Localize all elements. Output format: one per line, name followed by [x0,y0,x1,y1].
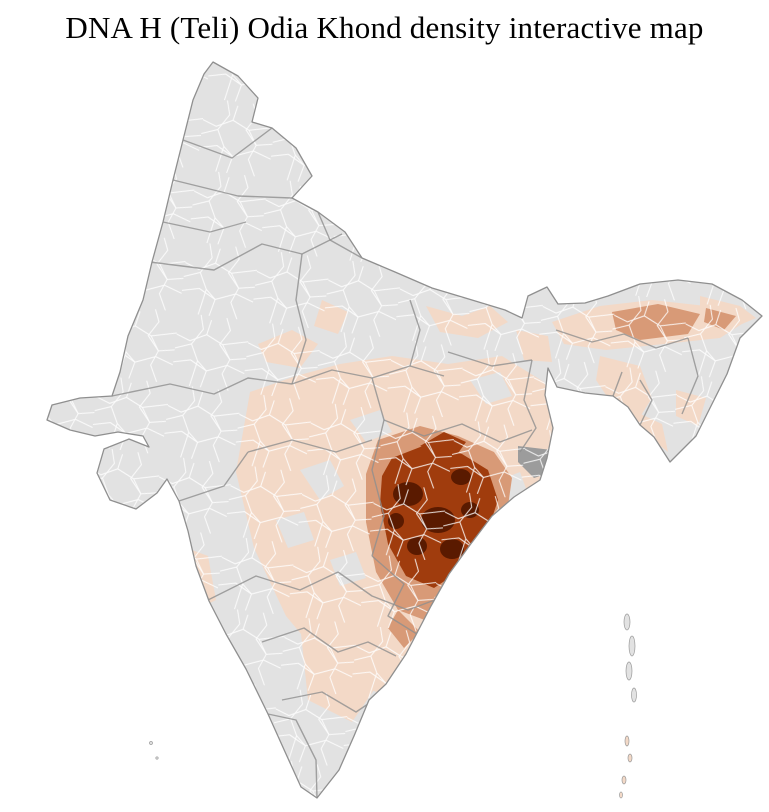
island[interactable] [149,741,153,745]
map-title: DNA H (Teli) Odia Khond density interact… [65,10,704,45]
lakshadweep-islands[interactable] [149,741,159,760]
island[interactable] [627,753,633,763]
island[interactable] [155,756,159,760]
andaman-islands[interactable] [623,613,637,703]
nicobar-islands[interactable] [619,735,633,799]
island[interactable] [621,775,627,785]
island[interactable] [631,687,637,703]
island[interactable] [619,791,623,799]
island[interactable] [625,661,633,681]
india-outline [46,61,763,799]
district-cluster[interactable] [440,640,476,672]
island[interactable] [628,635,636,657]
island[interactable] [624,735,630,747]
island[interactable] [623,613,631,631]
district-borders-texture [47,62,762,798]
